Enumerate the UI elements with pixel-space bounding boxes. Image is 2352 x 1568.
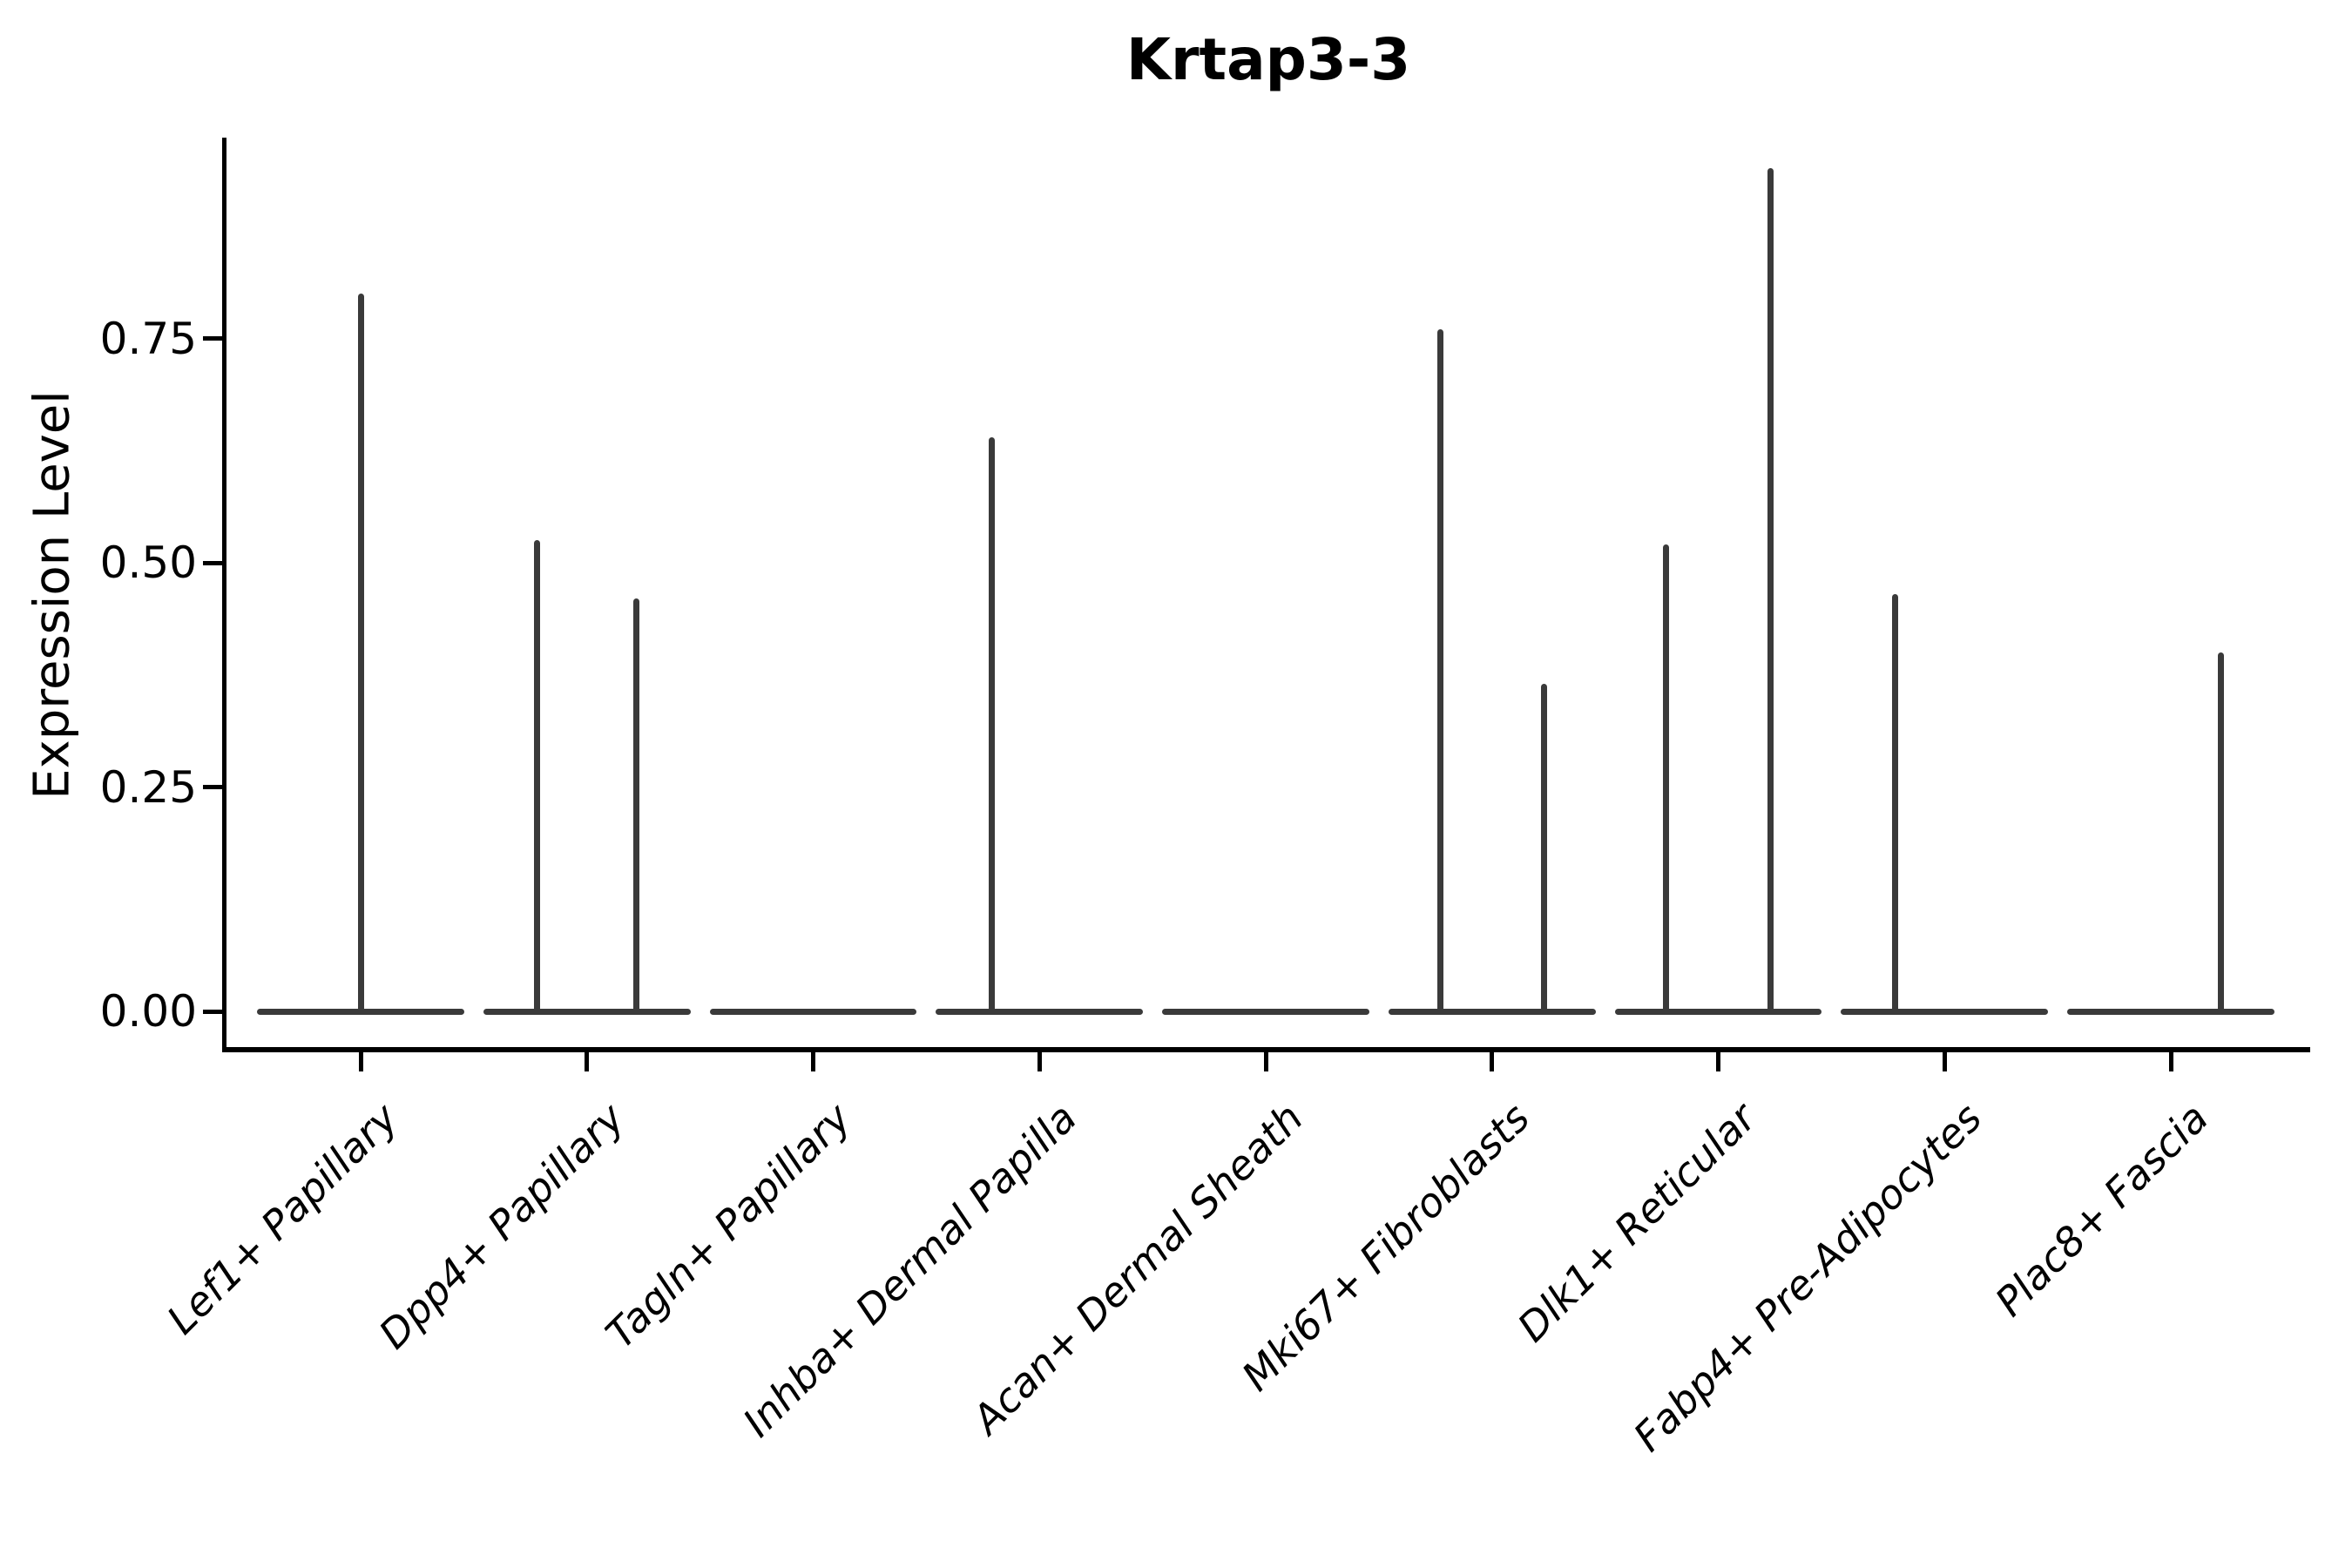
y-tick-label: 0.50	[99, 537, 197, 588]
y-tick-mark	[203, 1009, 222, 1014]
x-tick-mark	[1716, 1052, 1720, 1071]
y-tick-mark	[203, 560, 222, 565]
violin-spike	[534, 540, 541, 1011]
x-tick-mark	[1037, 1052, 1042, 1071]
violin-baseline	[1614, 1008, 1822, 1015]
violin-spike	[357, 294, 364, 1011]
x-tick-mark	[2168, 1052, 2173, 1071]
violin-spike	[2217, 652, 2224, 1011]
violin-spike	[1663, 544, 1670, 1011]
x-tick-mark	[1263, 1052, 1268, 1071]
y-tick-mark	[203, 785, 222, 789]
y-axis-line	[222, 138, 226, 1052]
violin-baseline	[709, 1008, 917, 1015]
y-tick-label: 0.75	[99, 313, 197, 364]
x-tick-mark	[811, 1052, 815, 1071]
y-tick-label: 0.25	[99, 761, 197, 813]
x-tick-mark	[358, 1052, 363, 1071]
violin-spike	[1767, 167, 1774, 1011]
violin-spike	[633, 598, 640, 1011]
x-tick-mark	[1490, 1052, 1495, 1071]
x-tick-mark	[585, 1052, 590, 1071]
violin-baseline	[1388, 1008, 1596, 1015]
violin-baseline	[2067, 1008, 2274, 1015]
y-tick-mark	[203, 336, 222, 341]
violin-baseline	[483, 1008, 691, 1015]
violin-spike	[1891, 594, 1898, 1011]
x-tick-mark	[1942, 1052, 1947, 1071]
violin-spike	[989, 436, 996, 1011]
violin-baseline	[1841, 1008, 2049, 1015]
x-axis-line	[222, 1047, 2310, 1052]
violin-baseline	[936, 1008, 1144, 1015]
violin-spike	[1436, 329, 1443, 1011]
violin-baseline	[1162, 1008, 1369, 1015]
y-tick-label: 0.00	[99, 986, 197, 1037]
violin-baseline	[257, 1008, 464, 1015]
chart-title: Krtap3-3	[1125, 26, 1411, 93]
violin-spike	[1540, 684, 1547, 1011]
